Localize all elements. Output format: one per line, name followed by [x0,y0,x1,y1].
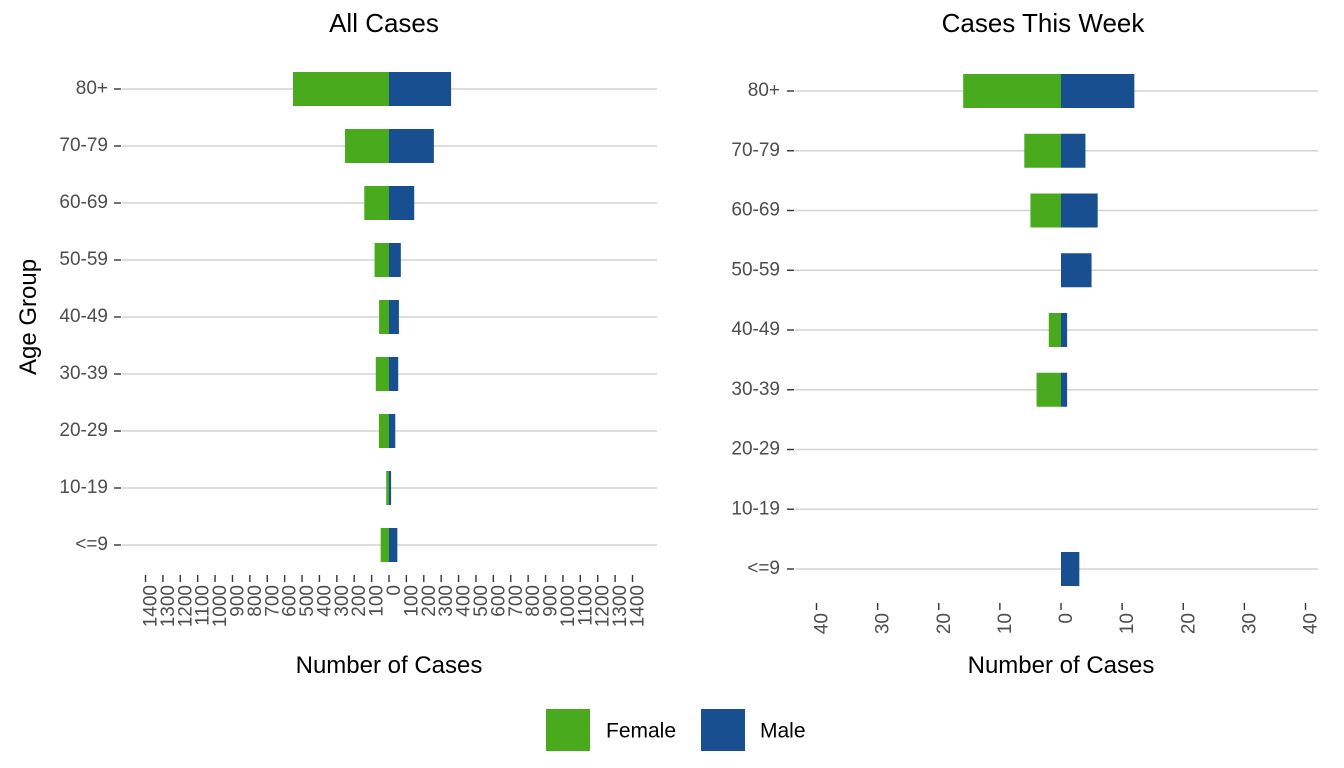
x-axis-title: Number of Cases [296,652,483,679]
bar-male-70-79 [389,129,434,163]
x-tick-label: 100 [401,585,422,617]
bar-female-30-39 [375,357,389,391]
x-axis-title: Number of Cases [968,652,1155,679]
panel-all-cases: All Cases Number of Cases Age Group <=9 1… [15,8,657,679]
y-tick-label: 10-19 [59,477,108,498]
bar-female-40-49 [1048,313,1061,347]
x-tick-label: 500 [297,585,318,617]
bar-female-10-19 [386,471,389,505]
x-tick-label: 800 [523,585,544,617]
panel-cases-this-week: Cases This Week Number of Cases <=9 10-19… [731,8,1321,679]
x-tick-label: 500 [471,585,492,617]
bar-female-60-69 [364,186,389,220]
bar-male-40-49 [389,300,399,334]
y-tick-label: 80+ [76,78,108,99]
x-tick-label: 1200 [175,585,196,627]
x-tick-label: 200 [349,585,370,617]
y-tick-label: 40-49 [731,319,780,340]
bar-female-60-69 [1030,193,1061,228]
x-tick-label: 40 [1301,613,1322,634]
bar-female-20-29 [378,414,389,448]
x-tick-label: 300 [332,585,353,617]
y-tick-label: 20-29 [59,420,108,441]
bar-male-70-79 [1061,133,1086,168]
y-axis-title: Age Group [15,259,42,375]
y-tick-label: 20-29 [731,439,780,460]
x-tick-label: 300 [436,585,457,617]
legend-label-female: Female [606,720,676,743]
bar-female-40-49 [379,300,389,334]
y-tick-label: 80+ [748,80,780,101]
x-tick-label: 700 [262,585,283,617]
x-tick-label: 1300 [610,585,631,627]
bar-male-60-69 [1061,193,1098,228]
x-tick-label: 900 [227,585,248,617]
x-tick-label: 400 [314,585,335,617]
y-tick-label: 10-19 [731,498,780,519]
bar-female-70-79 [1024,133,1061,168]
x-tick-label: 200 [419,585,440,617]
bar-male-50-59 [1061,253,1092,288]
x-tick-label: 0 [384,585,405,596]
x-tick-label: 30 [873,613,894,634]
x-tick-label: 20 [934,613,955,634]
x-tick-label: 1000 [210,585,231,627]
x-tick-label: 30 [1239,613,1260,634]
bar-male-<=9 [1061,552,1080,586]
y-tick-label: 70-79 [59,135,108,156]
legend-swatch-male [701,709,745,751]
y-tick-label: 40-49 [59,306,108,327]
x-tick-label: 1000 [558,585,579,627]
bar-male-80+ [389,72,452,106]
bar-female-80+ [292,72,389,106]
y-tick-label: <=9 [747,558,780,579]
x-tick-label: 10 [1117,613,1138,634]
bar-male-30-39 [1061,372,1068,407]
y-tick-label: 30-39 [59,363,108,384]
y-tick-label: 60-69 [731,200,780,221]
x-tick-label: 1100 [575,585,596,626]
y-tick-label: 60-69 [59,192,108,213]
chart-title: Cases This Week [942,8,1146,38]
bar-female-50-59 [374,243,389,277]
x-tick-label: 700 [506,585,527,617]
y-tick-label: <=9 [75,534,108,555]
x-tick-label: 20 [1178,613,1199,634]
x-tick-label: 400 [454,585,475,617]
bar-male-20-29 [389,414,396,448]
chart-title: All Cases [329,8,439,38]
bar-male-80+ [1061,74,1135,108]
bar-male-60-69 [389,186,415,220]
bar-male-30-39 [389,357,399,391]
y-tick-label: 70-79 [731,140,780,161]
bar-male-10-19 [389,471,392,505]
y-tick-label: 50-59 [731,259,780,280]
y-tick-label: 50-59 [59,249,108,270]
x-tick-label: 800 [245,585,266,617]
x-tick-label: 900 [541,585,562,617]
x-tick-label: 1100 [193,585,214,626]
y-tick-label: 30-39 [731,379,780,400]
x-tick-label: 600 [488,585,509,617]
x-tick-label: 40 [812,613,833,634]
x-tick-label: 1400 [628,585,649,627]
bar-female-30-39 [1036,372,1061,407]
bar-male-<=9 [389,528,398,562]
legend-label-male: Male [760,720,806,743]
x-tick-label: 10 [995,613,1016,634]
bar-female-80+ [963,74,1061,108]
legend: Female Male [546,709,806,751]
x-tick-label: 1200 [593,585,614,627]
bar-male-50-59 [389,243,401,277]
x-tick-label: 600 [280,585,301,617]
x-tick-label: 1300 [158,585,179,627]
legend-swatch-female [546,709,590,751]
bar-female-70-79 [344,129,389,163]
x-tick-label: 0 [1056,613,1077,624]
x-tick-label: 1400 [141,585,162,627]
x-tick-label: 100 [367,585,388,617]
bar-female-<=9 [380,528,389,562]
bar-male-40-49 [1061,313,1068,347]
